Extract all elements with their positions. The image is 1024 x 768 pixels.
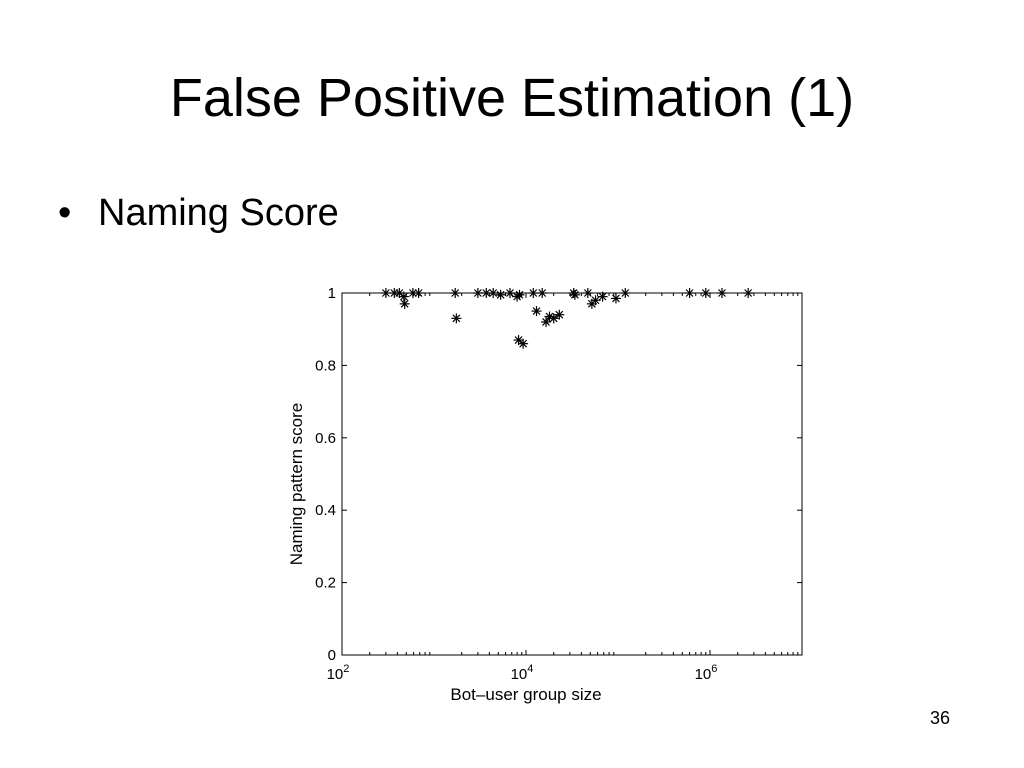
data-point <box>590 295 601 306</box>
data-point <box>716 288 727 298</box>
data-point <box>554 309 565 320</box>
data-point <box>684 288 695 298</box>
data-point <box>504 288 515 298</box>
data-point <box>380 288 391 298</box>
data-point <box>743 288 754 298</box>
x-tick-label: 102 <box>327 663 350 683</box>
data-point <box>481 288 492 298</box>
data-point <box>450 288 461 298</box>
slide-number: 36 <box>930 708 951 728</box>
data-point <box>394 288 405 298</box>
y-tick-label: 0.6 <box>315 430 336 447</box>
x-tick-label: 104 <box>511 663 534 683</box>
data-point <box>413 288 424 298</box>
y-tick-label: 0 <box>328 647 336 664</box>
data-point <box>700 288 711 298</box>
data-point <box>582 288 593 298</box>
data-point <box>544 311 555 322</box>
data-point <box>472 288 483 298</box>
bullet-item: • Naming Score <box>58 188 339 238</box>
data-point <box>531 306 542 317</box>
bullet-text: Naming Score <box>98 192 339 234</box>
y-tick-label: 0.2 <box>315 575 336 592</box>
y-axis-label: Naming pattern score <box>287 403 306 566</box>
bullet-dot: • <box>58 192 72 234</box>
y-tick-label: 0.8 <box>315 357 336 374</box>
data-point <box>610 293 621 304</box>
data-point <box>597 291 608 302</box>
data-point <box>569 289 580 300</box>
scatter-chart: 0 0.2 0.4 0.6 0.8 1 102 104 106 Bot–user group si… <box>287 285 803 704</box>
data-point <box>451 313 462 324</box>
y-tick-label: 1 <box>328 285 336 302</box>
data-point <box>399 298 410 309</box>
data-point <box>620 288 631 298</box>
x-axis-label: Bot–user group size <box>450 685 601 704</box>
data-point <box>528 288 539 298</box>
data-point <box>495 289 506 300</box>
x-tick-label: 106 <box>695 663 718 683</box>
y-tick-label: 0.4 <box>315 502 336 519</box>
data-point <box>548 313 559 324</box>
slide-title: False Positive Estimation (1) <box>169 68 855 128</box>
data-point <box>537 288 548 298</box>
data-point <box>514 289 525 300</box>
data-point <box>488 288 499 298</box>
data-point <box>518 338 529 349</box>
data-point <box>541 316 552 327</box>
data-point <box>398 291 409 302</box>
plot-area-frame <box>341 292 803 656</box>
